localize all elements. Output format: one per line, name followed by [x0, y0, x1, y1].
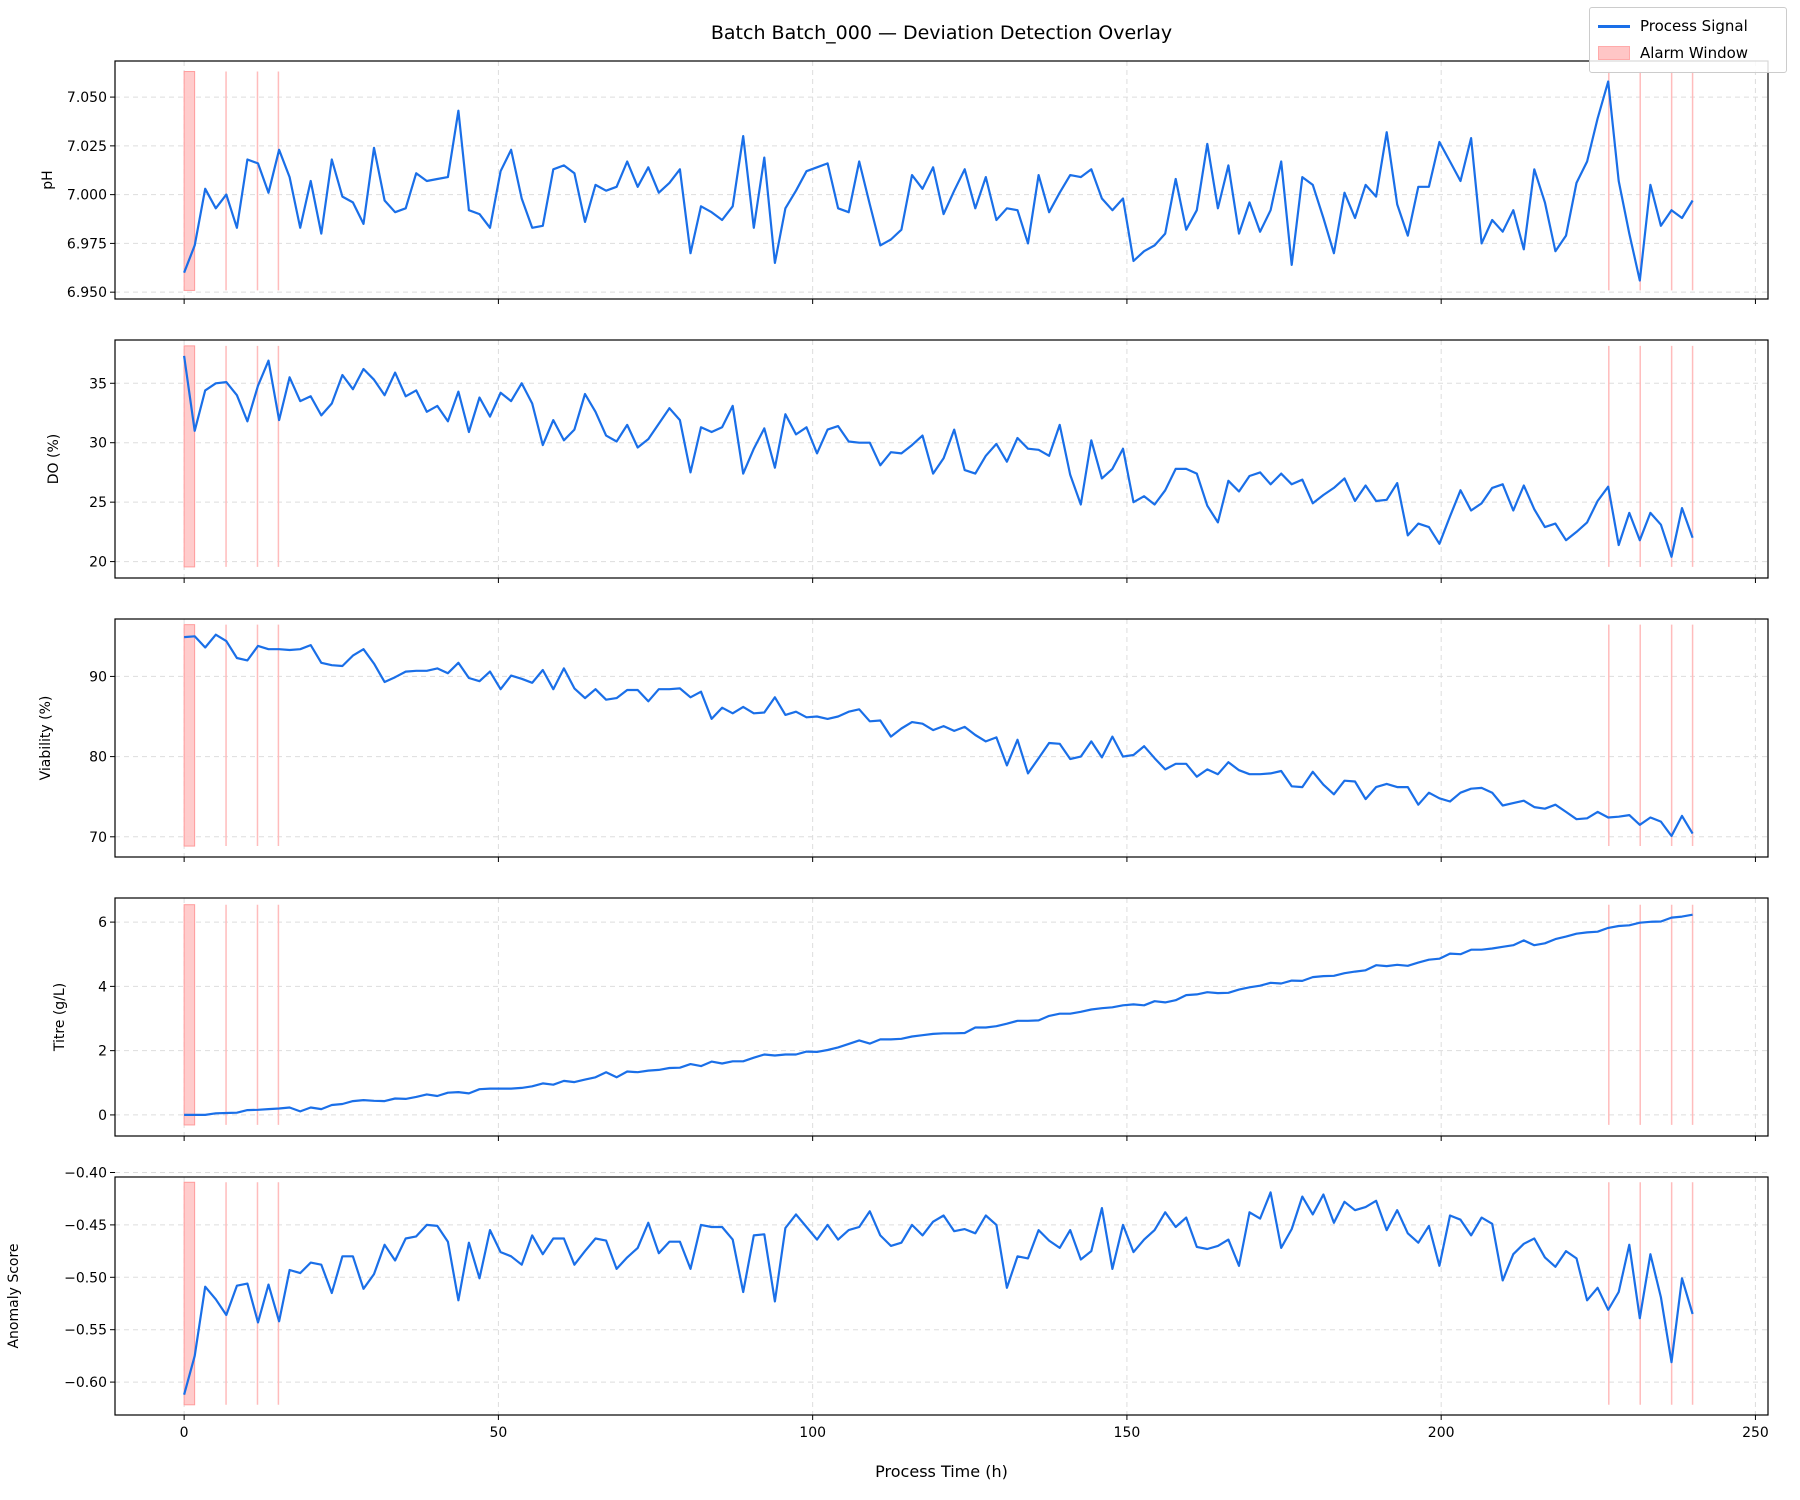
y-tick-label: 25: [89, 495, 107, 511]
x-tick-label: 250: [1742, 1425, 1769, 1441]
y-tick-label: 80: [89, 750, 107, 766]
process-signal-line: [184, 633, 1694, 838]
y-tick-label: 7.025: [67, 139, 107, 155]
axes-frame: [114, 618, 1769, 858]
legend-item-process-signal: Process Signal: [1598, 14, 1748, 38]
y-tick-label: −0.50: [64, 1270, 107, 1286]
legend-label: Process Signal: [1640, 17, 1748, 35]
y-tick-label: 7.050: [67, 90, 107, 106]
y-tick-label: 2: [98, 1044, 107, 1060]
y-axis-label: Viability (%): [38, 696, 54, 781]
y-tick-label: −0.55: [64, 1323, 107, 1339]
y-tick-label: 7.000: [67, 188, 107, 204]
subplot-viability: 70 80 90 Viability (%): [38, 618, 1769, 862]
x-tick-label: 50: [489, 1425, 507, 1441]
subplot-titre-g-l: 0 2 4 6 Titre (g/L): [52, 897, 1769, 1141]
process-signal-line: [183, 80, 1694, 282]
x-axis-label: Process Time (h): [875, 1462, 1008, 1481]
process-signal-line: [183, 355, 1694, 558]
axes-frame: [114, 339, 1769, 579]
y-tick-label: 35: [89, 376, 107, 392]
x-tick-label: 200: [1428, 1425, 1455, 1441]
y-axis-label: Anomaly Score: [6, 1243, 22, 1348]
y-tick-label: 0: [98, 1108, 107, 1124]
alarm-window-span: [183, 1181, 196, 1406]
y-tick-label: −0.60: [64, 1375, 107, 1391]
y-tick-label: 6.975: [67, 236, 107, 252]
y-tick-label: 6: [98, 915, 107, 931]
axes-frame: [114, 897, 1769, 1137]
y-axis-label: DO (%): [46, 434, 62, 484]
y-tick-label: 30: [89, 436, 107, 452]
legend-line-swatch: [1598, 24, 1630, 28]
x-tick-label: 150: [1114, 1425, 1141, 1441]
y-tick-label: −0.40: [64, 1165, 107, 1181]
process-signal-line: [183, 1191, 1694, 1395]
y-axis-label: pH: [40, 170, 56, 189]
subplot-ph: 6.950 6.975 7.000 7.025 7.050 pH: [40, 60, 1769, 304]
legend-label: Alarm Window: [1640, 44, 1749, 62]
alarm-window-span: [183, 345, 196, 568]
y-tick-label: 20: [89, 555, 107, 571]
legend-patch-swatch: [1598, 46, 1630, 60]
y-tick-label: 90: [89, 669, 107, 685]
axes-frame: [114, 1176, 1769, 1416]
y-tick-label: 70: [89, 830, 107, 846]
legend: Process Signal Alarm Window: [1589, 7, 1787, 73]
subplot-do: 20 25 30 35 DO (%): [46, 339, 1769, 583]
y-axis-label: Titre (g/L): [52, 983, 68, 1052]
alarm-window-span: [183, 904, 196, 1126]
chart-title: Batch Batch_000 — Deviation Detection Ov…: [710, 22, 1173, 44]
legend-item-alarm-window: Alarm Window: [1598, 41, 1748, 65]
y-tick-label: 4: [98, 979, 107, 995]
alarm-window-span: [183, 624, 196, 847]
process-signal-line: [184, 913, 1693, 1117]
axes-frame: [114, 60, 1769, 300]
alarm-window-span: [183, 71, 196, 291]
x-tick-label: 0: [180, 1425, 189, 1441]
y-tick-label: 6.950: [67, 285, 107, 301]
x-tick-label: 100: [799, 1425, 826, 1441]
y-tick-label: −0.45: [64, 1218, 107, 1234]
subplot-anomaly-score: 0 50 100 150 200 250 −0.60 −0.55 −0.50 −0.45 −0.40…: [6, 1165, 1769, 1441]
